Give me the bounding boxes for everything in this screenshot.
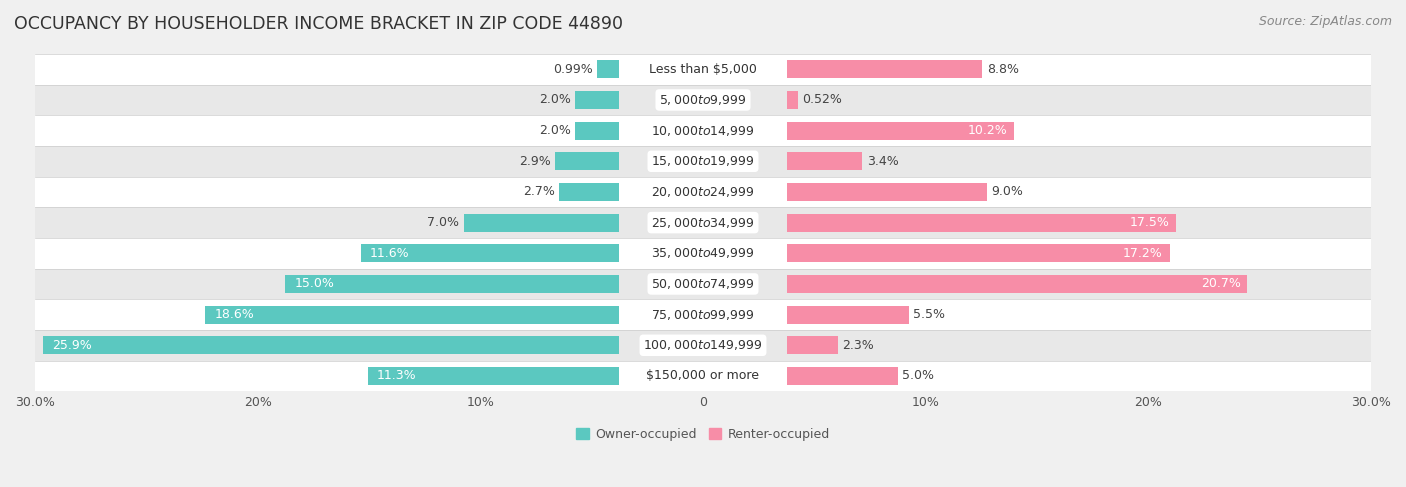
Text: 2.9%: 2.9% [519,155,551,168]
Bar [786,60,983,78]
Bar [555,152,620,170]
Text: 11.3%: 11.3% [377,370,416,382]
Text: Source: ZipAtlas.com: Source: ZipAtlas.com [1258,15,1392,28]
Text: 11.6%: 11.6% [370,247,409,260]
Bar [205,306,620,323]
Bar [35,115,1371,146]
Text: 0.99%: 0.99% [553,63,593,76]
Text: OCCUPANCY BY HOUSEHOLDER INCOME BRACKET IN ZIP CODE 44890: OCCUPANCY BY HOUSEHOLDER INCOME BRACKET … [14,15,623,33]
Text: 15.0%: 15.0% [294,278,335,290]
Bar [42,337,620,354]
Bar [786,275,1247,293]
Text: 7.0%: 7.0% [427,216,460,229]
Text: 9.0%: 9.0% [991,186,1024,198]
Bar [35,300,1371,330]
Bar [786,183,987,201]
Text: 17.2%: 17.2% [1123,247,1163,260]
Text: $20,000 to $24,999: $20,000 to $24,999 [651,185,755,199]
Text: $75,000 to $99,999: $75,000 to $99,999 [651,308,755,321]
Text: 5.0%: 5.0% [903,370,935,382]
Bar [35,177,1371,207]
Bar [35,85,1371,115]
Bar [786,367,898,385]
Text: $10,000 to $14,999: $10,000 to $14,999 [651,124,755,138]
Text: 25.9%: 25.9% [52,339,91,352]
Bar [575,122,620,139]
Text: 20.7%: 20.7% [1201,278,1240,290]
Text: $35,000 to $49,999: $35,000 to $49,999 [651,246,755,260]
Bar [598,60,620,78]
Bar [786,152,862,170]
Text: 10.2%: 10.2% [967,124,1007,137]
Text: $50,000 to $74,999: $50,000 to $74,999 [651,277,755,291]
Text: $150,000 or more: $150,000 or more [647,370,759,382]
Text: 5.5%: 5.5% [914,308,945,321]
Bar [35,146,1371,177]
Bar [35,269,1371,300]
Bar [786,337,838,354]
Bar [786,214,1177,231]
Bar [35,360,1371,391]
Bar [35,207,1371,238]
Text: 18.6%: 18.6% [214,308,254,321]
Bar [368,367,620,385]
Text: 17.5%: 17.5% [1129,216,1170,229]
Bar [560,183,620,201]
Text: 2.7%: 2.7% [523,186,555,198]
Bar [786,122,1014,139]
Text: 8.8%: 8.8% [987,63,1019,76]
Text: 3.4%: 3.4% [866,155,898,168]
Text: $15,000 to $19,999: $15,000 to $19,999 [651,154,755,169]
Text: Less than $5,000: Less than $5,000 [650,63,756,76]
Bar [464,214,620,231]
Bar [786,306,910,323]
Text: $100,000 to $149,999: $100,000 to $149,999 [644,338,762,352]
Legend: Owner-occupied, Renter-occupied: Owner-occupied, Renter-occupied [571,423,835,446]
Bar [786,91,799,109]
Bar [285,275,620,293]
Bar [35,330,1371,360]
Bar [361,244,620,262]
Bar [786,244,1170,262]
Text: 2.0%: 2.0% [538,124,571,137]
Text: 2.0%: 2.0% [538,94,571,107]
Bar [35,238,1371,269]
Text: $25,000 to $34,999: $25,000 to $34,999 [651,216,755,229]
Text: $5,000 to $9,999: $5,000 to $9,999 [659,93,747,107]
Text: 0.52%: 0.52% [803,94,842,107]
Bar [575,91,620,109]
Text: 2.3%: 2.3% [842,339,875,352]
Bar [35,54,1371,85]
